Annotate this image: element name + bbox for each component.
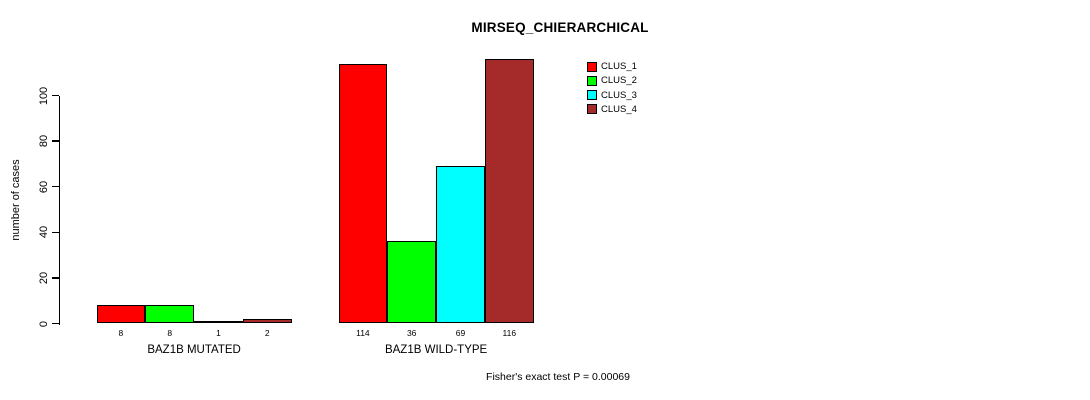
legend-label: CLUS_4 (601, 103, 637, 115)
bar (387, 241, 437, 324)
legend-item: CLUS_1 (587, 61, 637, 72)
bar-value-label: 8 (167, 328, 173, 338)
y-tick-label: 20 (38, 271, 50, 285)
y-tick-label: 80 (38, 134, 50, 148)
legend-label: CLUS_1 (601, 61, 637, 72)
bar-value-label: 1 (216, 328, 221, 338)
legend-swatch (587, 75, 597, 86)
bar-value-label: 69 (455, 328, 466, 338)
legend-label: CLUS_2 (601, 75, 637, 87)
legend-swatch (587, 61, 597, 72)
y-axis-title: number of cases (10, 159, 22, 241)
bar-value-label: 116 (502, 328, 517, 338)
bar (96, 305, 146, 324)
bar-value-label: 8 (118, 328, 124, 338)
y-axis-tick (51, 140, 59, 142)
legend-item: CLUS_2 (587, 75, 637, 86)
y-tick-label: 100 (38, 86, 50, 105)
y-tick-label: 40 (38, 226, 50, 239)
y-tick-label: 60 (38, 180, 50, 193)
legend-item: CLUS_4 (587, 104, 637, 115)
legend-label: CLUS_3 (601, 89, 637, 101)
chart-title: MIRSEQ_CHIERARCHICAL (471, 20, 649, 35)
footnote: Fisher's exact test P = 0.00069 (486, 371, 630, 383)
bar-value-label: 114 (356, 328, 370, 338)
y-tick-label: 0 (38, 320, 50, 327)
bar-value-label: 2 (264, 328, 270, 338)
y-axis-tick (51, 277, 59, 279)
y-axis-tick (51, 322, 59, 325)
bar (242, 318, 292, 324)
y-axis-tick (51, 185, 59, 188)
y-axis-tick (51, 231, 59, 234)
bar (484, 59, 534, 324)
y-axis-tick (51, 94, 59, 97)
category-label: BAZ1B MUTATED (147, 344, 241, 356)
bar-value-label: 36 (406, 328, 417, 338)
category-label: BAZ1B WILD-TYPE (384, 344, 488, 356)
bar (194, 321, 243, 324)
bar (145, 305, 195, 324)
y-axis-line (58, 95, 60, 325)
bar (338, 63, 388, 324)
bar (436, 166, 485, 324)
legend-item: CLUS_3 (587, 90, 637, 101)
legend-swatch (587, 104, 597, 115)
legend-swatch (587, 90, 597, 101)
